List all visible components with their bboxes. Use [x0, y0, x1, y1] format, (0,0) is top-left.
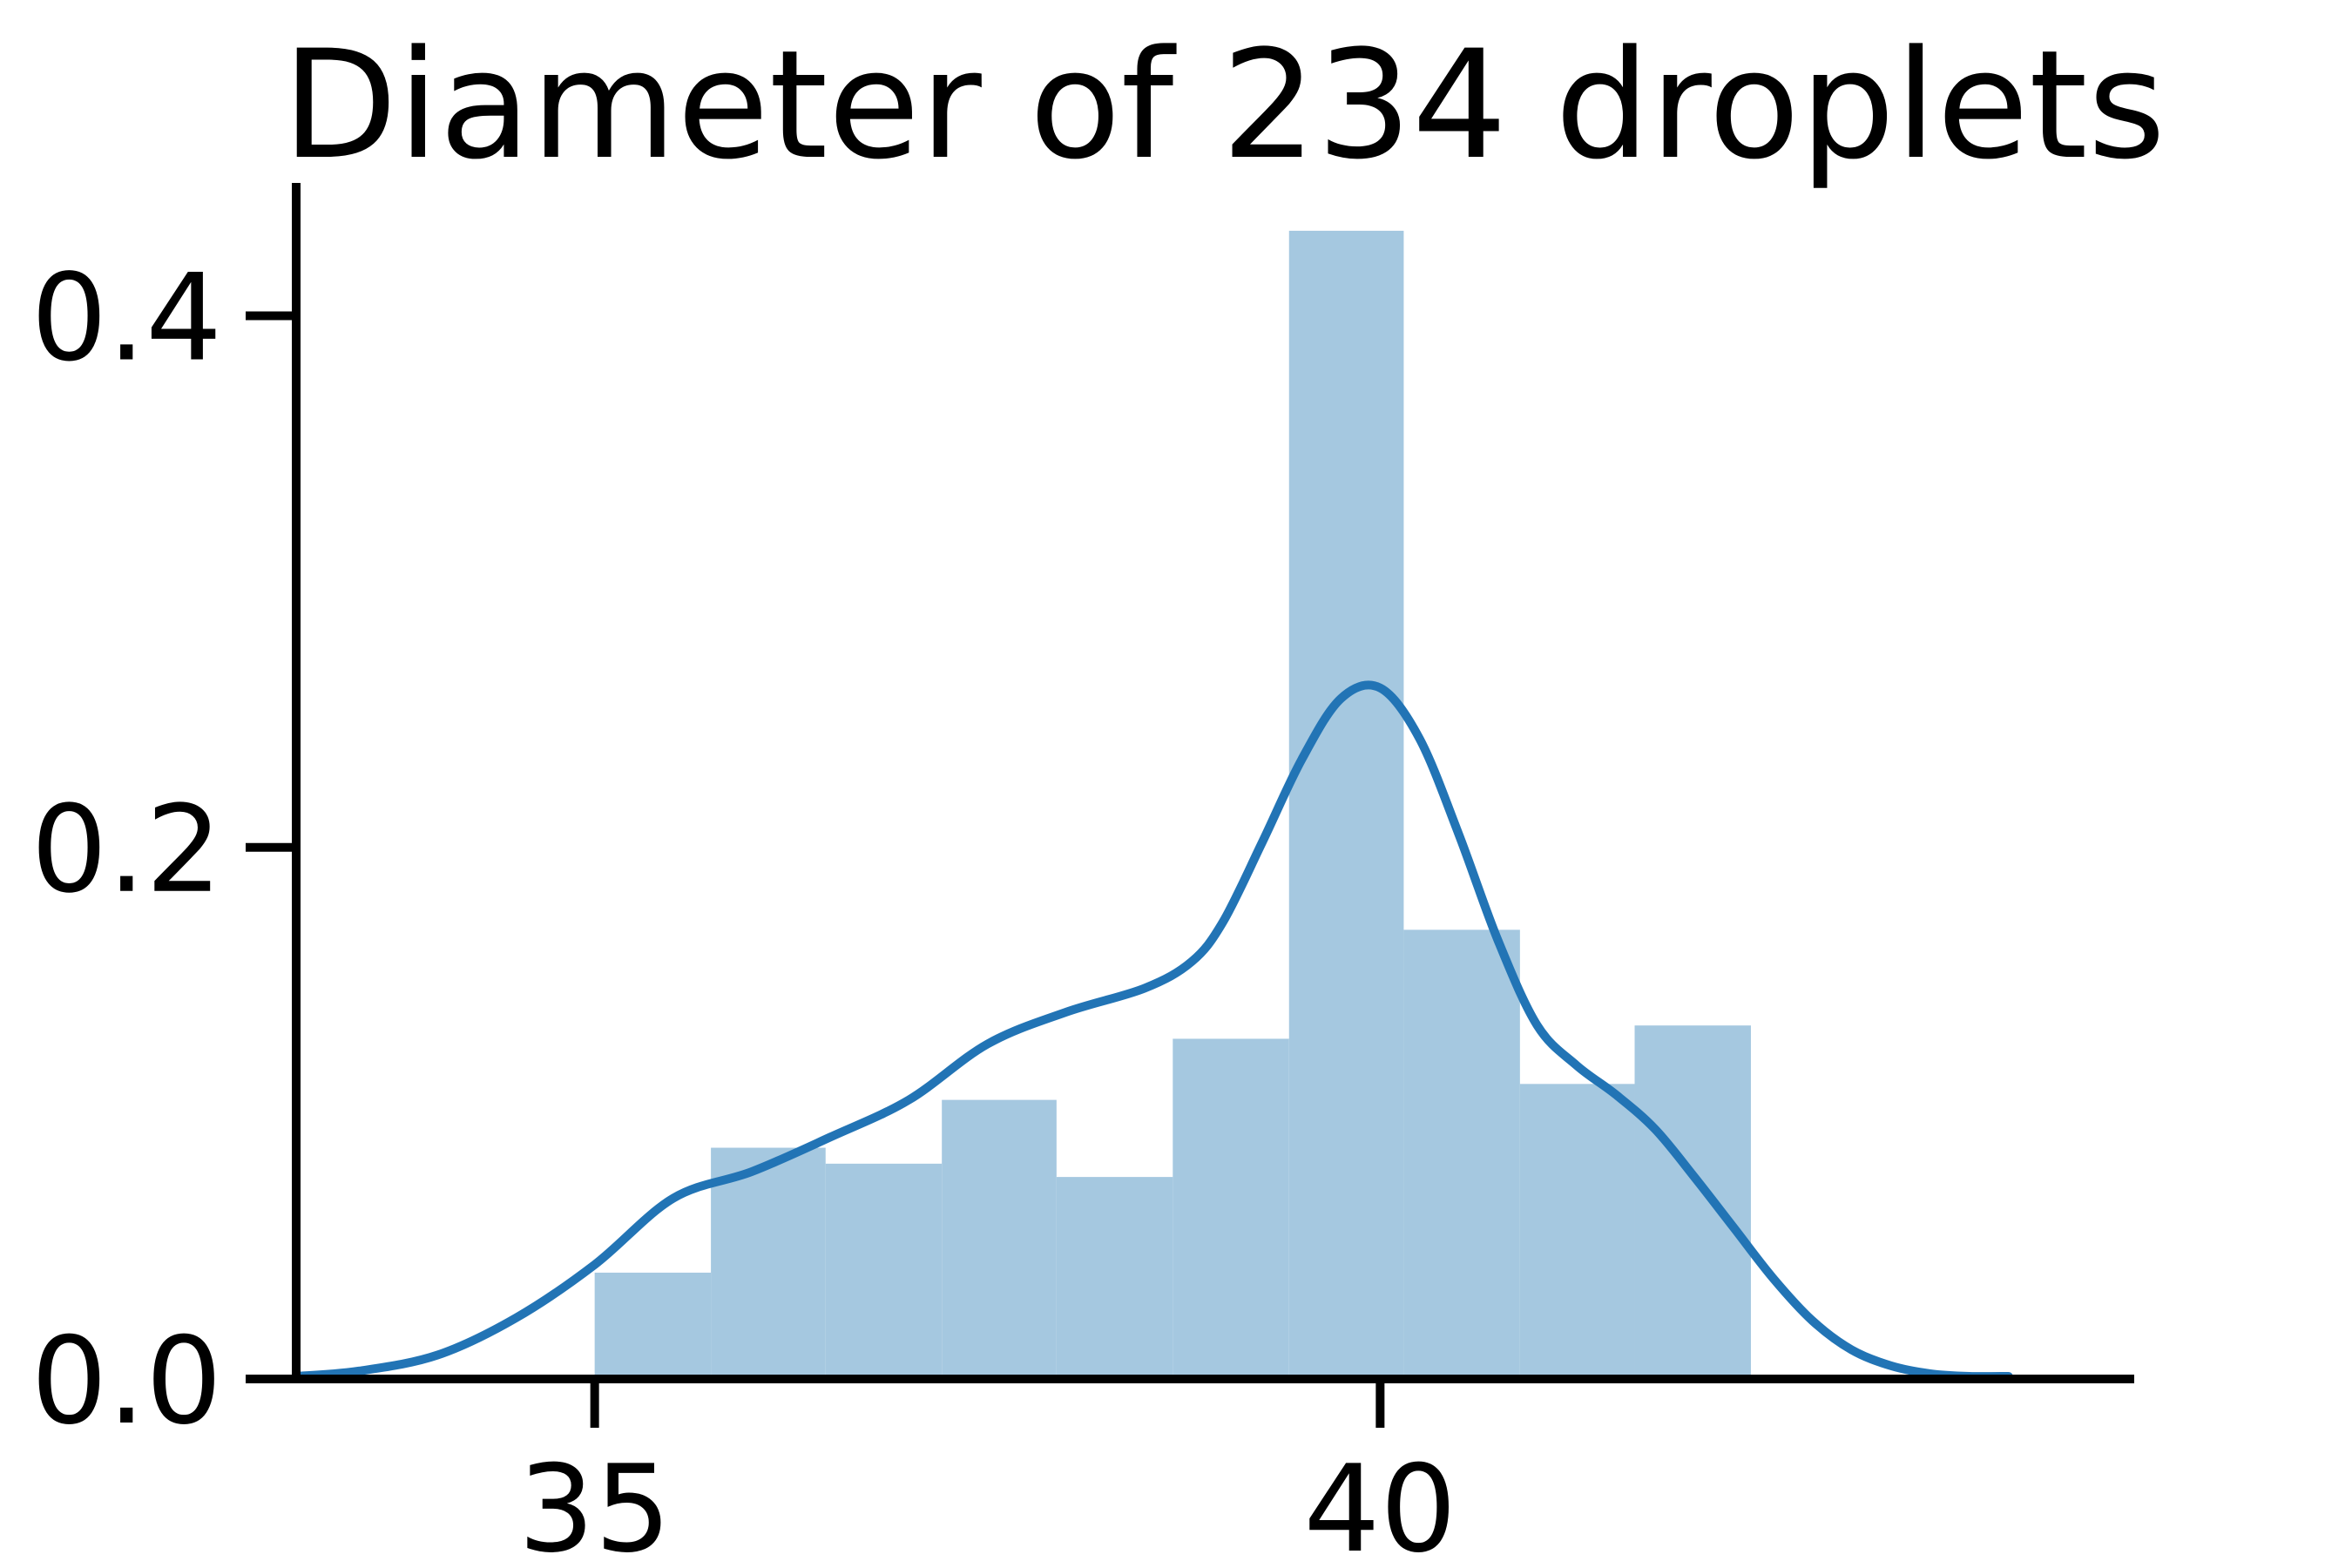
histogram-bar — [1403, 929, 1520, 1379]
tick-labels: 35 40 0.0 0.2 0.4 — [31, 248, 1457, 1568]
histogram-bar — [1056, 1177, 1173, 1379]
histogram-bar — [1519, 1084, 1635, 1379]
histogram-bar — [594, 1272, 712, 1379]
histogram-bar — [1634, 1025, 1751, 1379]
axes — [246, 183, 2134, 1383]
histogram-bar — [1173, 1038, 1289, 1379]
y-tick-label: 0.4 — [31, 248, 222, 389]
x-tick-label: 35 — [518, 1439, 672, 1568]
chart-title: Diameter of 234 droplets — [282, 17, 2166, 193]
y-tick-label: 0.2 — [31, 780, 222, 920]
tick-marks — [246, 311, 1385, 1428]
kde-curve — [292, 680, 2013, 1382]
histogram-bar — [711, 1147, 826, 1379]
histogram-bar — [942, 1099, 1057, 1379]
x-tick-label: 40 — [1304, 1439, 1457, 1568]
histogram-bar — [825, 1163, 943, 1379]
histogram-bars — [594, 230, 1751, 1379]
histogram-bar — [1288, 230, 1404, 1379]
y-tick-label: 0.0 — [31, 1311, 222, 1451]
